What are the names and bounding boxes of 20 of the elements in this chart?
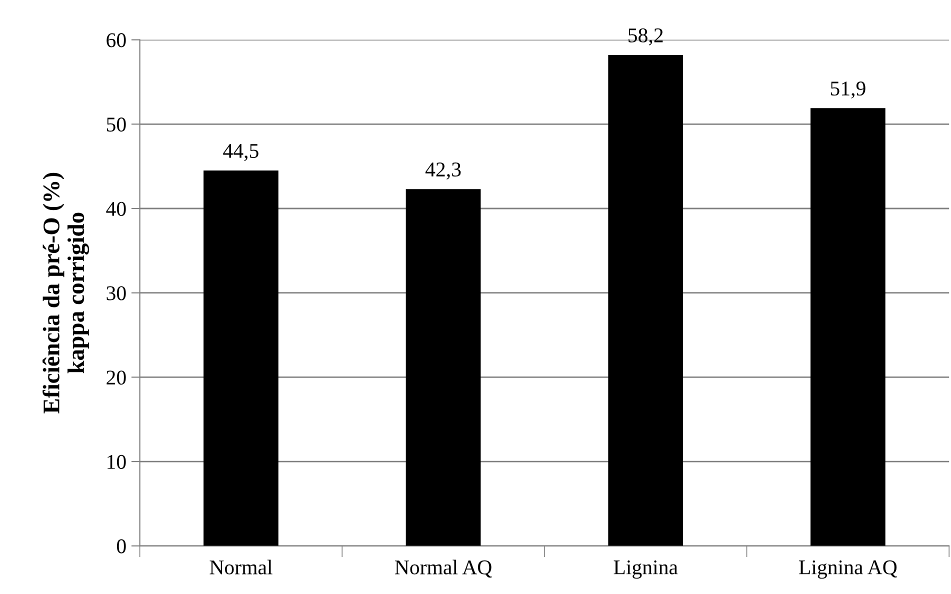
y-tick-label: 0 — [116, 539, 126, 554]
y-tick-label: 20 — [106, 370, 126, 385]
bar — [810, 108, 886, 546]
data-label: 51,9 — [830, 82, 866, 99]
bar — [608, 54, 684, 546]
data-label: 58,2 — [628, 28, 663, 46]
y-tick-label: 60 — [106, 33, 126, 48]
data-label: 44,5 — [223, 144, 258, 161]
x-tick-label: Normal — [210, 560, 272, 574]
y-tick-label: 50 — [106, 118, 126, 132]
x-tick-label: Lignina AQ — [799, 560, 898, 579]
bar — [204, 170, 278, 546]
data-label: 42,3 — [425, 162, 461, 180]
y-tick-label: 30 — [106, 286, 126, 300]
y-axis-title: Eficiência da pré-O (%) kappa corrigido — [42, 172, 90, 414]
y-tick-label: 40 — [106, 202, 126, 216]
bar — [406, 189, 481, 546]
x-tick-label: Lignina — [614, 560, 678, 579]
y-tick-label: 10 — [108, 454, 126, 469]
x-tick-label: Normal AQ — [394, 560, 492, 578]
